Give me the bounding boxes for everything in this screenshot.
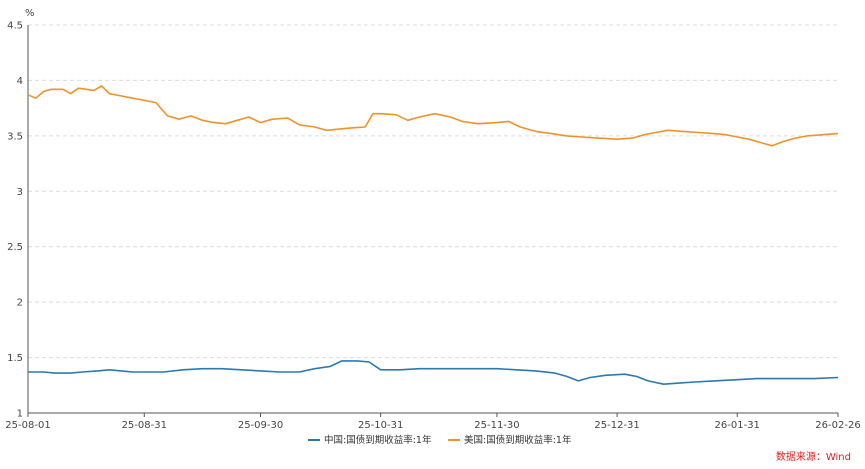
grid-lines [28,24,838,359]
y-tick-label: 4.5 [7,21,23,32]
legend-label: 美国:国债到期收益率:1年 [464,434,572,446]
series-lines [27,85,839,385]
series-line-us [27,85,839,147]
y-tick-label: 2 [17,298,23,309]
y-tick-label: 3 [17,187,23,198]
y-tick-label: 1 [17,409,23,420]
x-tick-label: 25-08-31 [122,420,167,431]
y-tick-label: 1.5 [7,353,23,364]
x-tick-label: 25-10-31 [358,420,403,431]
legend-label: 中国:国债到期收益率:1年 [324,434,432,446]
x-tick-label: 25-08-01 [5,420,50,431]
y-unit-label: % [25,8,35,19]
y-tick-label: 2.5 [7,242,23,253]
x-tick-label: 25-12-31 [594,420,639,431]
x-tick-label: 25-09-30 [238,420,283,431]
y-tick-label: 4 [17,76,23,87]
series-line-china [28,360,839,385]
x-tick-label: 26-01-31 [715,420,760,431]
x-tick-label: 26-02-26 [815,420,860,431]
y-tick-label: 3.5 [7,131,23,142]
data-source-note: 数据来源：Wind [775,452,851,463]
legend: 中国:国债到期收益率:1年 美国:国债到期收益率:1年 [308,434,572,446]
x-tick-label: 25-11-30 [474,420,519,431]
axes: 1 1.5 2 2.5 3 3.5 4 4.5% 25-08-01 25-08-31 25-09-3… [5,8,860,431]
